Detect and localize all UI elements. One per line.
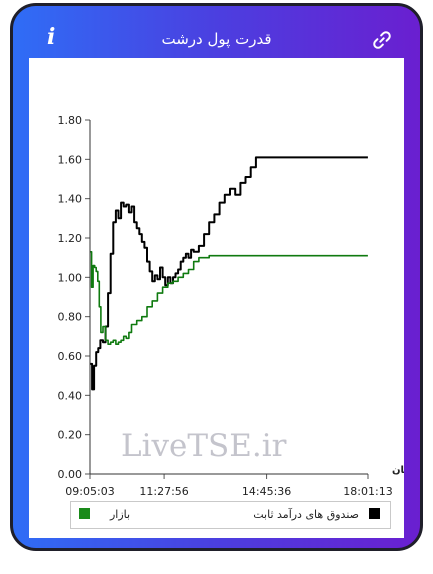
- x-tick-label: 14:45:36: [242, 485, 291, 498]
- y-tick-label: 1.60: [58, 153, 83, 166]
- x-tick-label: 18:01:13: [343, 485, 392, 498]
- app-frame: i قدرت پول درشت 0.00 0.20 0.40 0.60 0.80 1.00…: [10, 3, 423, 551]
- page-title: قدرت پول درشت: [161, 30, 272, 48]
- legend-swatch-market: [79, 508, 90, 519]
- y-tick-label: 1.80: [58, 114, 83, 127]
- y-tick-label: 1.40: [58, 193, 83, 206]
- y-tick-label: 0.00: [58, 468, 83, 481]
- chart-card: 0.00 0.20 0.40 0.60 0.80 1.00 1.20 1.40 1.60 1.80…: [29, 58, 404, 538]
- legend-item-fixed-income[interactable]: صندوق های درآمد ثابت: [253, 508, 380, 521]
- y-tick-label: 1.00: [58, 271, 83, 284]
- legend-item-market[interactable]: بازار: [79, 508, 130, 521]
- x-tick-label: 09:05:03: [65, 485, 114, 498]
- x-tick-label: 11:27:56: [139, 485, 188, 498]
- legend-label-market: بازار: [110, 508, 131, 521]
- legend-label-fixed-income: صندوق های درآمد ثابت: [253, 508, 359, 521]
- line-chart: 0.00 0.20 0.40 0.60 0.80 1.00 1.20 1.40 1.60 1.80…: [58, 114, 405, 498]
- y-tick-label: 0.40: [58, 389, 83, 402]
- y-tick-label: 0.20: [58, 429, 83, 442]
- y-tick-label: 1.20: [58, 232, 83, 245]
- legend: بازار صندوق های درآمد ثابت: [70, 501, 391, 529]
- link-icon[interactable]: [372, 30, 392, 50]
- legend-swatch-fixed-income: [369, 508, 380, 519]
- y-tick-label: 0.60: [58, 350, 83, 363]
- x-axis-label: زمان: [392, 465, 404, 476]
- y-tick-label: 0.80: [58, 311, 83, 324]
- series-line-market: [90, 251, 368, 345]
- info-icon[interactable]: i: [47, 24, 56, 50]
- series-line-fixed-income: [90, 156, 368, 391]
